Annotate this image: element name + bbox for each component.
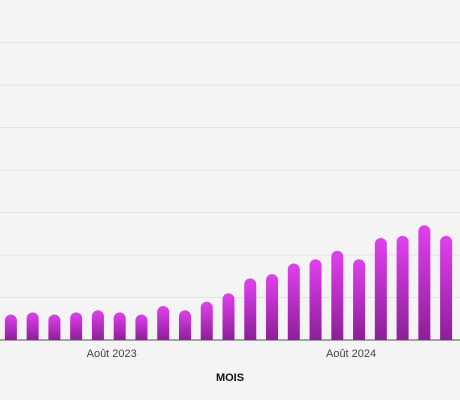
bar bbox=[266, 274, 279, 340]
bar bbox=[396, 235, 409, 340]
bar bbox=[244, 278, 257, 340]
bar bbox=[26, 312, 39, 340]
bar bbox=[331, 250, 344, 340]
bar bbox=[353, 259, 366, 340]
bar bbox=[440, 235, 453, 340]
bar bbox=[287, 263, 300, 340]
bar bbox=[200, 301, 213, 340]
bar bbox=[4, 314, 17, 340]
bar bbox=[418, 225, 431, 340]
bar bbox=[178, 310, 191, 340]
bar bbox=[309, 259, 322, 340]
x-tick-label: Août 2023 bbox=[87, 348, 137, 360]
x-axis-label: MOIS bbox=[216, 372, 244, 384]
bar bbox=[113, 312, 126, 340]
bar bbox=[70, 312, 83, 340]
bar bbox=[91, 310, 104, 340]
bar bbox=[157, 306, 170, 340]
x-tick-label: Août 2024 bbox=[326, 348, 376, 360]
bar bbox=[222, 293, 235, 340]
bar bbox=[374, 238, 387, 340]
bar bbox=[48, 314, 61, 340]
bar bbox=[135, 314, 148, 340]
